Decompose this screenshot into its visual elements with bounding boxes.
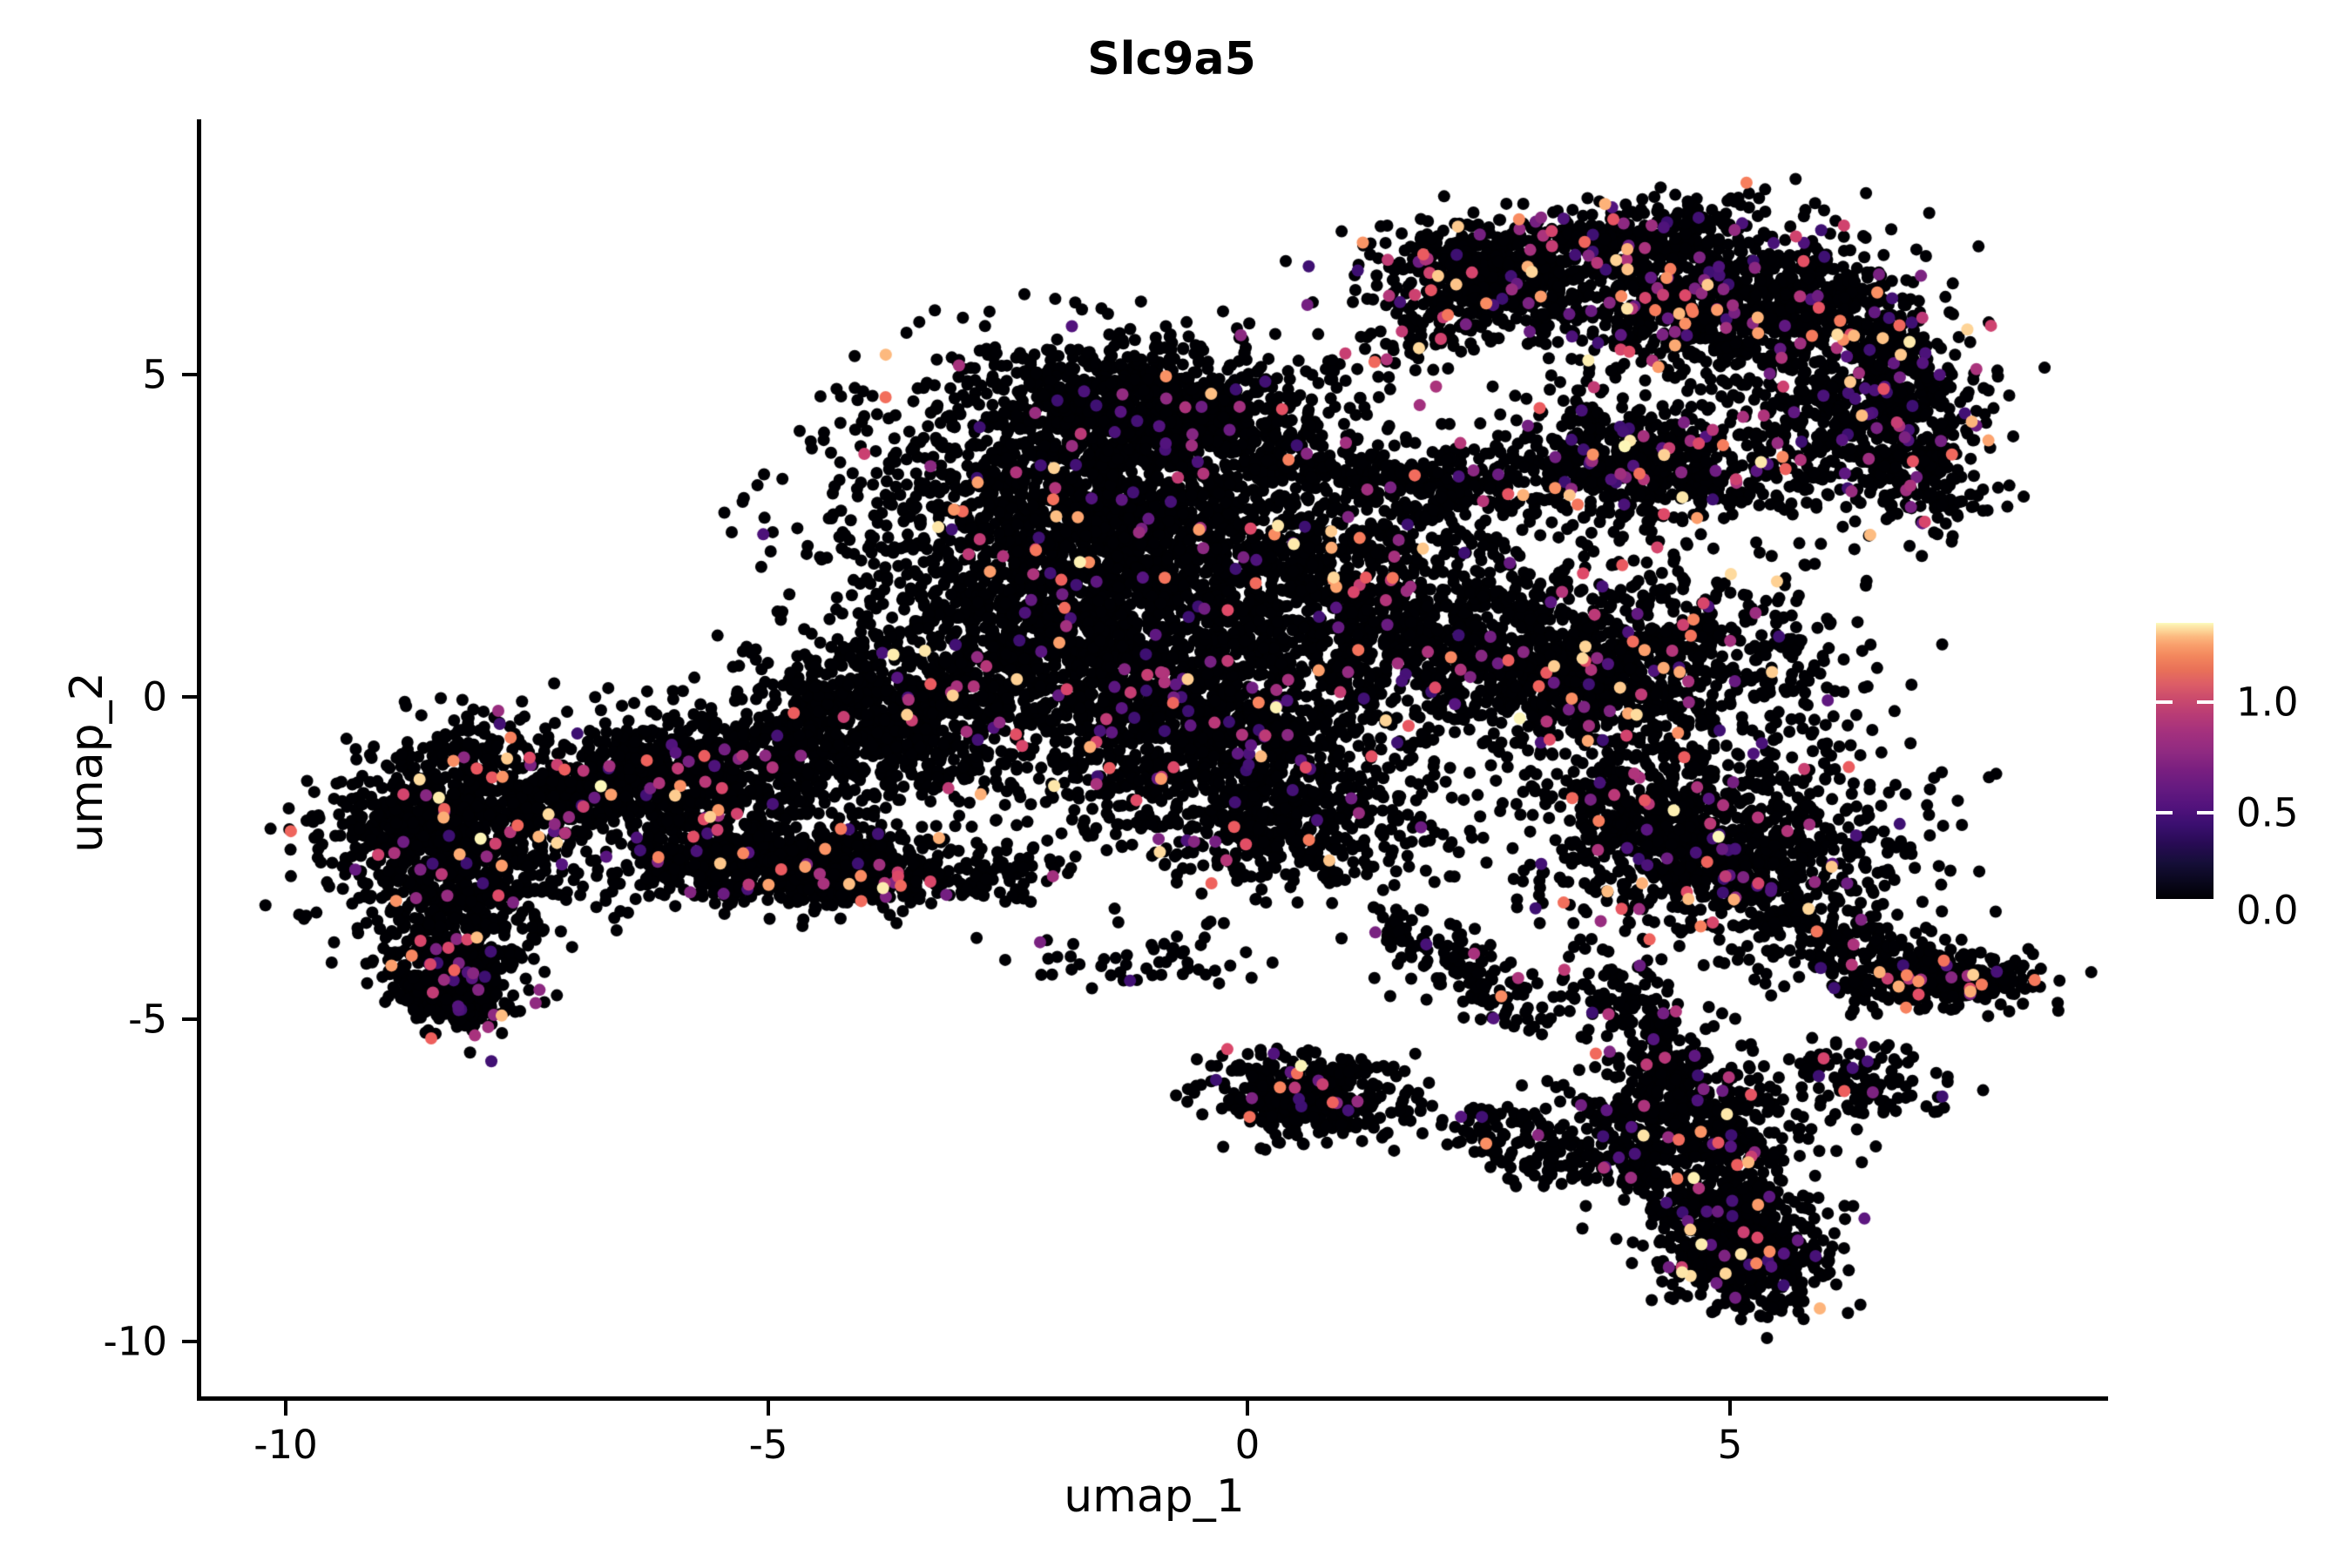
y-axis-label: umap_2 xyxy=(61,672,113,853)
x-tick-mark xyxy=(767,1401,770,1416)
y-tick-label: -5 xyxy=(128,996,167,1043)
colorbar-tick-mark xyxy=(2197,811,2213,814)
y-tick-label: -10 xyxy=(103,1318,168,1365)
x-tick-label: 0 xyxy=(1234,1422,1260,1468)
y-tick-mark xyxy=(182,1340,197,1343)
colorbar-tick-label: 1.0 xyxy=(2236,679,2299,726)
y-axis-spine xyxy=(197,119,201,1401)
y-tick-mark xyxy=(182,373,197,376)
colorbar-tick-label: 0.0 xyxy=(2236,887,2299,934)
x-axis-label: umap_1 xyxy=(1064,1470,1245,1523)
y-tick-label: 5 xyxy=(142,351,167,398)
x-tick-mark xyxy=(1728,1401,1732,1416)
x-tick-label: -10 xyxy=(253,1422,318,1468)
x-tick-mark xyxy=(284,1401,287,1416)
colorbar-tick-label: 0.5 xyxy=(2236,789,2299,836)
plot-area xyxy=(200,122,2108,1398)
x-tick-mark xyxy=(1246,1401,1249,1416)
scatter-plot xyxy=(200,122,2108,1398)
colorbar-tick-mark xyxy=(2156,700,2173,704)
chart-title: Slc9a5 xyxy=(1087,33,1256,85)
colorbar-gradient xyxy=(2156,623,2213,899)
x-tick-label: -5 xyxy=(748,1422,788,1468)
y-tick-mark xyxy=(182,1017,197,1021)
colorbar-tick-mark xyxy=(2156,811,2173,814)
x-tick-label: 5 xyxy=(1717,1422,1743,1468)
y-tick-label: 0 xyxy=(142,673,167,720)
y-tick-mark xyxy=(182,695,197,699)
colorbar-tick-mark xyxy=(2197,700,2213,704)
x-axis-spine xyxy=(197,1396,2108,1401)
